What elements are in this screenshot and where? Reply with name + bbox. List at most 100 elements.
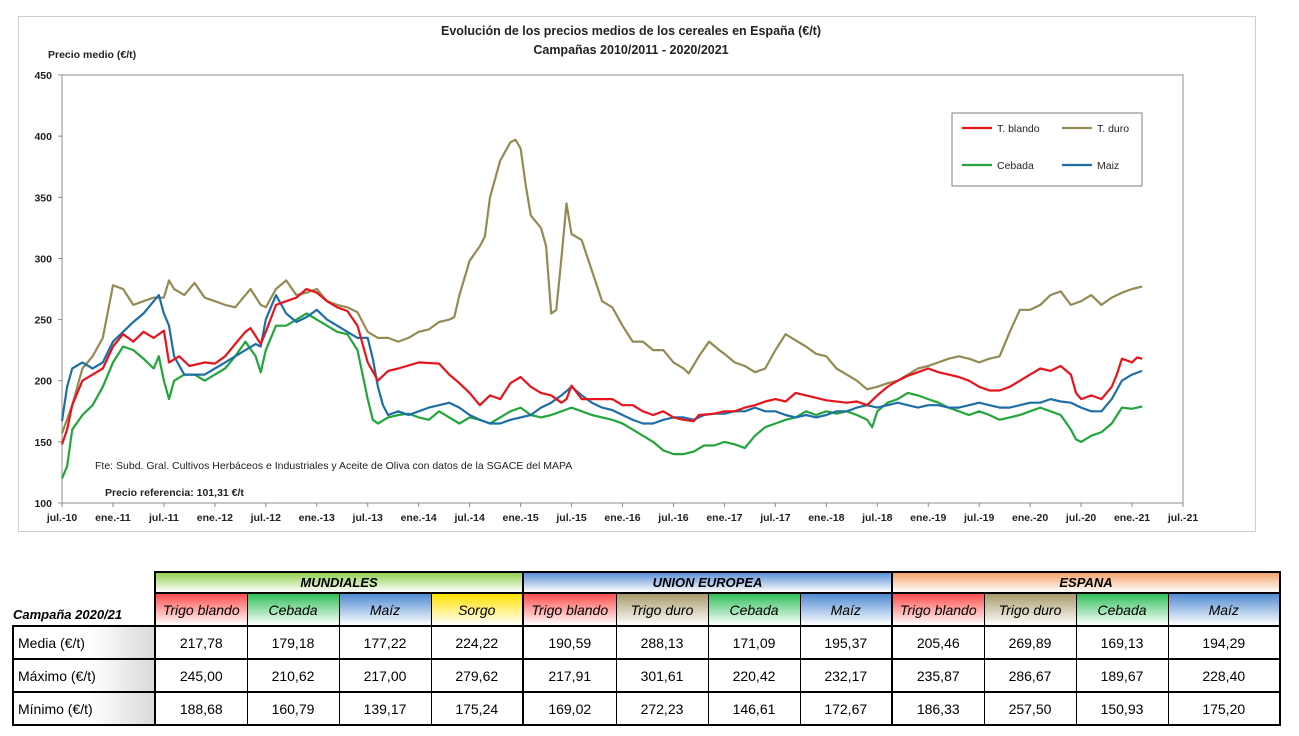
column-header: Maíz xyxy=(1167,593,1281,627)
x-tick-label: ene.-15 xyxy=(502,512,538,524)
table-row: Máximo (€/t) 245,00 210,62 217,00 279,62 217,… xyxy=(12,658,1281,693)
legend-entry: T. blando xyxy=(997,123,1040,135)
y-tick-label: 150 xyxy=(34,437,52,449)
table-cell: 179,18 xyxy=(246,625,340,660)
y-tick-label: 400 xyxy=(34,131,52,143)
x-tick-label: ene.-17 xyxy=(706,512,742,524)
row-label: Media (€/t) xyxy=(12,625,156,660)
x-tick-label: ene.-19 xyxy=(910,512,946,524)
group-header: ESPANA xyxy=(891,571,1281,594)
column-header: Trigo duro xyxy=(983,593,1077,627)
row-label: Mínimo (€/t) xyxy=(12,691,156,726)
x-tick-label: ene.-14 xyxy=(401,512,437,524)
table-row: Mínimo (€/t) 188,68 160,79 139,17 175,24 169,… xyxy=(12,691,1281,726)
chart-subtitle: Campañas 2010/2011 - 2020/2021 xyxy=(533,43,728,57)
x-tick-label: ene.-16 xyxy=(604,512,640,524)
source-note: Fte: Subd. Gral. Cultivos Herbáceos e In… xyxy=(95,460,572,472)
table-cell: 272,23 xyxy=(615,691,709,726)
table-cell: 301,61 xyxy=(615,658,709,693)
x-tick-label: jul.-19 xyxy=(963,512,995,524)
table-cell: 286,67 xyxy=(983,658,1077,693)
table-cell: 160,79 xyxy=(246,691,340,726)
series-line-cebada xyxy=(60,312,1143,479)
table-cell: 188,68 xyxy=(154,691,248,726)
table-cell: 150,93 xyxy=(1075,691,1169,726)
x-tick-label: jul.-11 xyxy=(148,512,179,524)
price-summary-table: MUNDIALES UNION EUROPEA ESPANA Campaña 2020… xyxy=(12,571,1281,726)
x-tick-label: ene.-12 xyxy=(197,512,233,524)
table-cell: 177,22 xyxy=(338,625,432,660)
table-cell: 169,02 xyxy=(522,691,617,726)
y-tick-label: 250 xyxy=(34,315,52,327)
price-evolution-chart: Evolución de los precios medios de los c… xyxy=(18,16,1256,532)
group-header: UNION EUROPEA xyxy=(522,571,893,594)
plot-area: 100 150 200 250 300 350 400 450 jul.-10 ene.-11 ju… xyxy=(34,70,1198,524)
table-cell: 288,13 xyxy=(615,625,709,660)
table-cell: 139,17 xyxy=(338,691,432,726)
x-tick-label: jul.-14 xyxy=(453,512,485,524)
x-tick-label: ene.-11 xyxy=(95,512,131,524)
series-line-t-duro xyxy=(60,138,1143,434)
x-tick-label: ene.-18 xyxy=(808,512,844,524)
x-tick-label: jul.-10 xyxy=(46,512,78,524)
x-tick-label: jul.-16 xyxy=(657,512,689,524)
table-cell: 257,50 xyxy=(983,691,1077,726)
table-cell: 217,00 xyxy=(338,658,432,693)
y-tick-label: 300 xyxy=(34,253,52,265)
table-cell: 175,24 xyxy=(430,691,524,726)
table-cell: 195,37 xyxy=(799,625,893,660)
series-line-maiz xyxy=(60,294,1143,425)
column-header: Trigo blando xyxy=(891,593,985,627)
table-cell: 217,78 xyxy=(154,625,248,660)
table-cell: 217,91 xyxy=(522,658,617,693)
chart-title: Evolución de los precios medios de los c… xyxy=(441,24,821,38)
table-cell: 189,67 xyxy=(1075,658,1169,693)
x-tick-label: jul.-12 xyxy=(250,512,282,524)
table-cell: 269,89 xyxy=(983,625,1077,660)
x-tick-label: jul.-21 xyxy=(1167,512,1199,524)
column-header: Trigo duro xyxy=(615,593,709,627)
series-line-t-blando xyxy=(60,287,1143,445)
x-tick-label: jul.-13 xyxy=(352,512,384,524)
table-cell: 186,33 xyxy=(891,691,985,726)
row-label: Máximo (€/t) xyxy=(12,658,156,693)
y-tick-label: 200 xyxy=(34,376,52,388)
table-cell: 245,00 xyxy=(154,658,248,693)
table-cell: 210,62 xyxy=(246,658,340,693)
table-cell: 224,22 xyxy=(430,625,524,660)
legend: T. blando T. duro Cebada Maiz xyxy=(951,112,1143,187)
x-tick-label: ene.-13 xyxy=(299,512,335,524)
column-header: Maíz xyxy=(338,593,432,627)
column-header: Cebada xyxy=(246,593,340,627)
x-tick-label: ene.-20 xyxy=(1012,512,1048,524)
legend-entry: Cebada xyxy=(997,160,1034,172)
table-cell: 235,87 xyxy=(891,658,985,693)
table-cell: 190,59 xyxy=(522,625,617,660)
reference-note: Precio referencia: 101,31 €/t xyxy=(105,487,244,499)
column-header: Trigo blando xyxy=(522,593,617,627)
table-corner-blank xyxy=(13,572,155,593)
table-cell: 171,09 xyxy=(707,625,801,660)
y-axis-label: Precio medio (€/t) xyxy=(48,49,136,61)
column-header: Trigo blando xyxy=(154,593,248,627)
table-row: Media (€/t) 217,78 179,18 177,22 224,22 190,5… xyxy=(12,625,1281,660)
y-tick-label: 350 xyxy=(34,192,52,204)
y-tick-label: 100 xyxy=(34,498,52,510)
table-cell: 220,42 xyxy=(707,658,801,693)
table-cell: 175,20 xyxy=(1167,691,1281,726)
x-tick-label: jul.-20 xyxy=(1065,512,1097,524)
column-header: Maíz xyxy=(799,593,893,627)
column-header: Cebada xyxy=(1075,593,1169,627)
table-cell: 228,40 xyxy=(1167,658,1281,693)
legend-box xyxy=(951,112,1143,187)
x-tick-label: ene.-21 xyxy=(1114,512,1150,524)
y-tick-label: 450 xyxy=(34,70,52,82)
x-tick-label: jul.-15 xyxy=(555,512,587,524)
table-cell: 169,13 xyxy=(1075,625,1169,660)
x-tick-label: jul.-17 xyxy=(759,512,791,524)
table-cell: 205,46 xyxy=(891,625,985,660)
chart-canvas: Evolución de los precios medios de los c… xyxy=(34,24,1198,524)
table-cell: 279,62 xyxy=(430,658,524,693)
table-cell: 172,67 xyxy=(799,691,893,726)
group-header: MUNDIALES xyxy=(154,571,524,594)
